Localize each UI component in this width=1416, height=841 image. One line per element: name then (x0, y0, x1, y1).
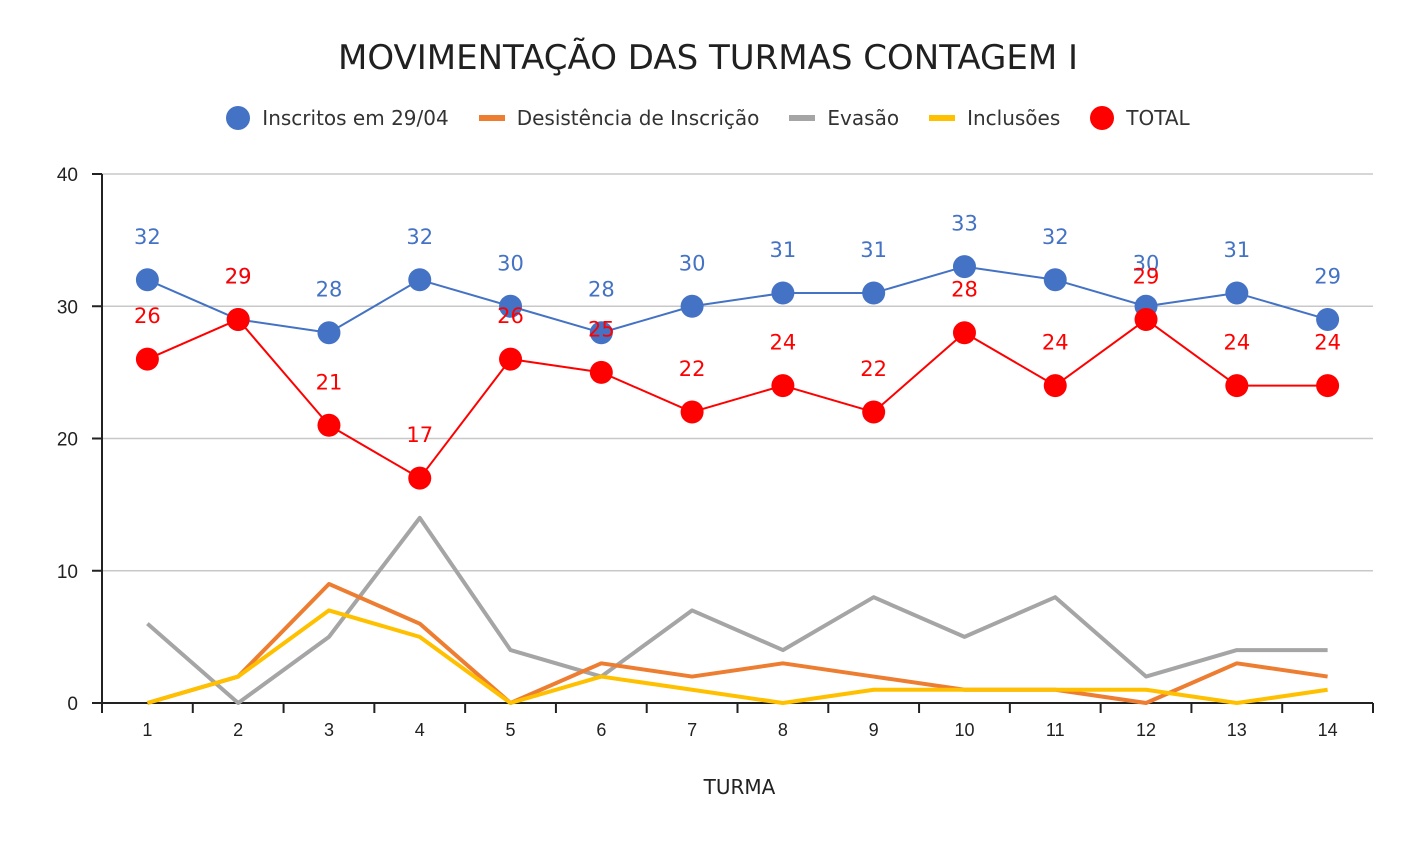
legend-item-total[interactable]: TOTAL (1090, 106, 1190, 130)
data-point-total (1316, 374, 1340, 398)
legend-swatch-evasao (789, 115, 816, 121)
data-label-inscritos-em-29-04: 30 (1133, 251, 1160, 275)
data-point-total (771, 374, 795, 398)
data-label-total: 28 (951, 278, 978, 302)
x-tick-label: 9 (869, 720, 879, 740)
data-label-total: 26 (134, 304, 161, 328)
data-point-total (135, 347, 159, 371)
data-point-total (499, 347, 523, 371)
data-point-inscritos-em-29-04 (1225, 281, 1249, 305)
y-tick-label: 10 (57, 562, 78, 583)
data-point-total (589, 360, 613, 384)
data-point-total (1225, 374, 1249, 398)
series-line-desistencia-de-inscricao (146, 581, 1328, 705)
data-label-total: 22 (860, 357, 887, 381)
data-label-inscritos-em-29-04: 28 (588, 278, 615, 302)
legend-label-inclusoes: Inclusões (967, 106, 1061, 130)
x-tick-label: 7 (687, 720, 697, 740)
x-tick-label: 12 (1136, 720, 1156, 740)
data-point-total (1043, 374, 1067, 398)
legend: Inscritos em 29/04 Desistência de Inscri… (0, 106, 1416, 130)
data-label-inscritos-em-29-04: 31 (860, 238, 887, 262)
data-point-total (1134, 307, 1158, 331)
data-label-total: 29 (225, 264, 252, 288)
legend-item-inclusoes[interactable]: Inclusões (929, 106, 1060, 130)
legend-swatch-inclusoes (929, 115, 956, 121)
data-label-inscritos-em-29-04: 33 (951, 212, 978, 236)
legend-swatch-inscritos (226, 106, 251, 130)
legend-item-inscritos[interactable]: Inscritos em 29/04 (226, 106, 449, 130)
series-line-inclusoes (146, 608, 1328, 705)
x-tick-label: 11 (1046, 720, 1065, 740)
data-point-inscritos-em-29-04 (135, 268, 159, 292)
data-point-total (408, 466, 432, 490)
y-tick-label: 40 (57, 165, 78, 186)
legend-swatch-total (1090, 106, 1115, 130)
data-label-inscritos-em-29-04: 29 (1314, 264, 1341, 288)
data-point-total (952, 321, 976, 345)
x-tick-label: 5 (506, 720, 516, 740)
data-label-total: 24 (1042, 331, 1069, 355)
y-tick-label: 20 (57, 430, 78, 451)
data-label-inscritos-em-29-04: 32 (1042, 225, 1069, 249)
y-tick-label: 0 (67, 694, 78, 715)
data-point-inscritos-em-29-04 (680, 294, 704, 318)
data-point-inscritos-em-29-04 (499, 294, 523, 318)
data-label-inscritos-em-29-04: 30 (679, 251, 706, 275)
data-label-inscritos-em-29-04: 32 (406, 225, 433, 249)
data-label-inscritos-em-29-04: 31 (1223, 238, 1250, 262)
data-point-inscritos-em-29-04 (952, 255, 976, 279)
data-label-inscritos-em-29-04: 29 (225, 264, 252, 288)
data-label-inscritos-em-29-04: 31 (770, 238, 797, 262)
x-tick-label: 1 (142, 720, 152, 740)
x-axis-title: TURMA (703, 775, 776, 799)
legend-label-desistencia: Desistência de Inscrição (516, 106, 760, 130)
data-point-inscritos-em-29-04 (317, 321, 341, 345)
data-label-total: 22 (679, 357, 706, 381)
data-label-total: 24 (1314, 331, 1341, 355)
series-line-total (146, 318, 1328, 480)
data-point-total (680, 400, 704, 424)
data-point-inscritos-em-29-04 (862, 281, 886, 305)
x-tick-label: 10 (954, 720, 974, 740)
data-label-inscritos-em-29-04: 28 (316, 278, 343, 302)
legend-label-total: TOTAL (1126, 106, 1190, 130)
data-point-inscritos-em-29-04 (1043, 268, 1067, 292)
data-label-total: 25 (588, 317, 615, 341)
data-label-total: 24 (1223, 331, 1250, 355)
x-tick-label: 6 (596, 720, 606, 740)
data-label-inscritos-em-29-04: 30 (497, 251, 524, 275)
data-point-inscritos-em-29-04 (408, 268, 432, 292)
data-label-total: 24 (770, 331, 797, 355)
data-label-total: 29 (1133, 264, 1160, 288)
legend-item-evasao[interactable]: Evasão (789, 106, 899, 130)
legend-item-desistencia[interactable]: Desistência de Inscrição (478, 106, 760, 130)
data-label-inscritos-em-29-04: 32 (134, 225, 161, 249)
series-line-inscritos-em-29-04 (146, 265, 1328, 334)
data-point-total (226, 307, 250, 331)
x-tick-label: 8 (778, 720, 788, 740)
y-tick-label: 30 (57, 297, 78, 318)
data-label-total: 21 (316, 370, 343, 394)
legend-label-inscritos: Inscritos em 29/04 (262, 106, 449, 130)
chart-title: MOVIMENTAÇÃO DAS TURMAS CONTAGEM I (337, 38, 1078, 78)
data-point-total (317, 413, 341, 437)
data-point-inscritos-em-29-04 (771, 281, 795, 305)
legend-label-evasao: Evasão (827, 106, 900, 130)
legend-swatch-desistencia (478, 115, 505, 121)
x-tick-label: 4 (415, 720, 425, 740)
data-point-inscritos-em-29-04 (1316, 307, 1340, 331)
x-tick-label: 3 (324, 720, 334, 740)
data-label-total: 26 (497, 304, 524, 328)
data-point-inscritos-em-29-04 (589, 321, 613, 345)
data-point-total (862, 400, 886, 424)
x-tick-label: 14 (1318, 720, 1338, 740)
data-label-total: 17 (406, 423, 433, 447)
x-tick-label: 2 (233, 720, 243, 740)
series-line-evasao (146, 515, 1328, 705)
x-tick-label: 13 (1227, 720, 1247, 740)
